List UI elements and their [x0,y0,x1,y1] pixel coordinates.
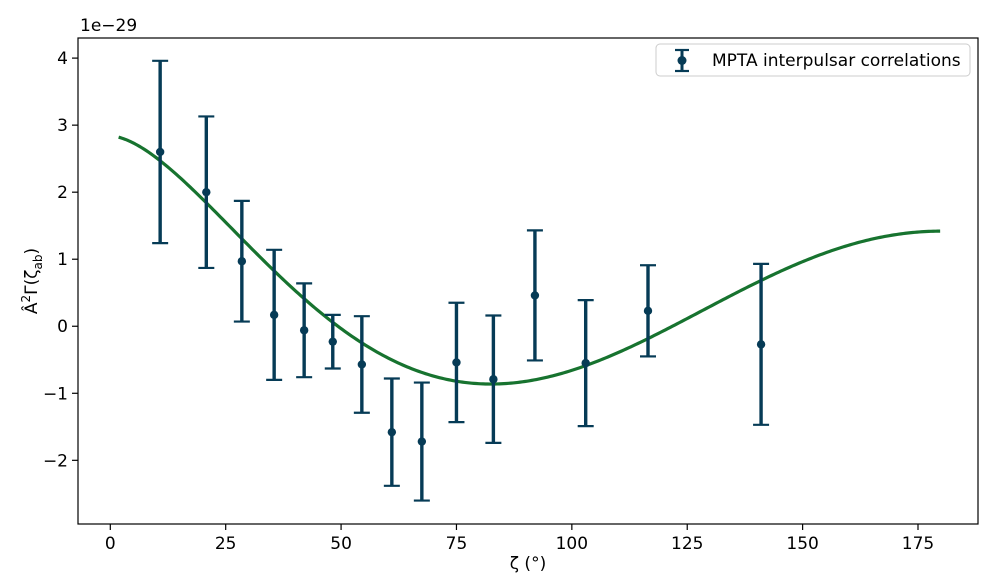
data-point [202,187,211,197]
hellings-downs-curve [118,135,941,386]
x-tick-label: 0 [105,534,116,554]
data-point [417,437,427,446]
y-axis-title-sup: 2 [19,295,33,303]
legend-label: MPTA interpulsar correlations [712,51,961,71]
data-point-group [152,59,169,245]
y-tick-label: −1 [43,384,68,404]
x-tick-label: 50 [330,534,352,554]
y-tick-label: 4 [57,49,68,69]
x-tick-label: 100 [556,534,588,554]
y-axis-title-mid: Γ(ζ [22,269,42,294]
data-point [269,310,279,320]
data-point [452,358,461,367]
data-point [299,326,309,335]
data-point-group [577,299,594,428]
x-tick-label: 25 [215,534,237,554]
legend-box [655,43,971,77]
y-axis-title: Â2Γ(ζab) [19,248,45,314]
x-tick-label: 125 [671,534,703,554]
data-point [756,340,766,349]
x-tick-label: 175 [902,534,934,554]
y-axis-title-end: ) [22,248,42,255]
data-point [581,358,590,368]
x-axis: 0 25 50 75 100 125 150 175 [105,524,934,554]
data-point-group [413,381,430,502]
x-tick-label: 150 [786,534,818,554]
data-point-group [233,199,250,323]
data-point-group [526,229,543,362]
data-point [155,147,165,157]
data-point-group [383,377,400,487]
data-point-group [198,115,215,270]
x-tick-label: 75 [446,534,468,554]
y-axis: −2 −1 0 1 2 3 4 [43,49,78,471]
y-tick-label: −2 [43,451,68,471]
y-tick-label: 1 [57,250,68,270]
data-point [530,291,540,300]
data-point-group [640,264,656,358]
data-point [643,306,653,316]
data-point-group [353,315,370,414]
data-point-group [324,313,341,370]
data-point [237,257,247,266]
y-axis-title-sub: ab [31,255,45,270]
y-axis-title-base: Â [20,302,42,314]
x-axis-title: ζ (°) [510,554,546,574]
y-offset-text: 1e−29 [80,16,137,36]
data-point-group [485,314,502,444]
legend-marker [677,56,687,65]
data-point-group [448,301,465,424]
plot-area [78,38,978,524]
data-point-group [296,282,313,379]
data-point [328,337,337,346]
data-point-group [753,262,770,426]
chart-marks [118,59,941,502]
data-point [387,427,397,437]
y-tick-label: 0 [57,317,68,337]
legend: MPTA interpulsar correlations [655,43,971,77]
data-point-group [266,248,283,381]
y-tick-label: 3 [57,116,68,136]
data-point [489,375,498,384]
plot-frame [77,37,979,525]
y-tick-label: 2 [57,183,68,203]
data-point [357,360,367,369]
